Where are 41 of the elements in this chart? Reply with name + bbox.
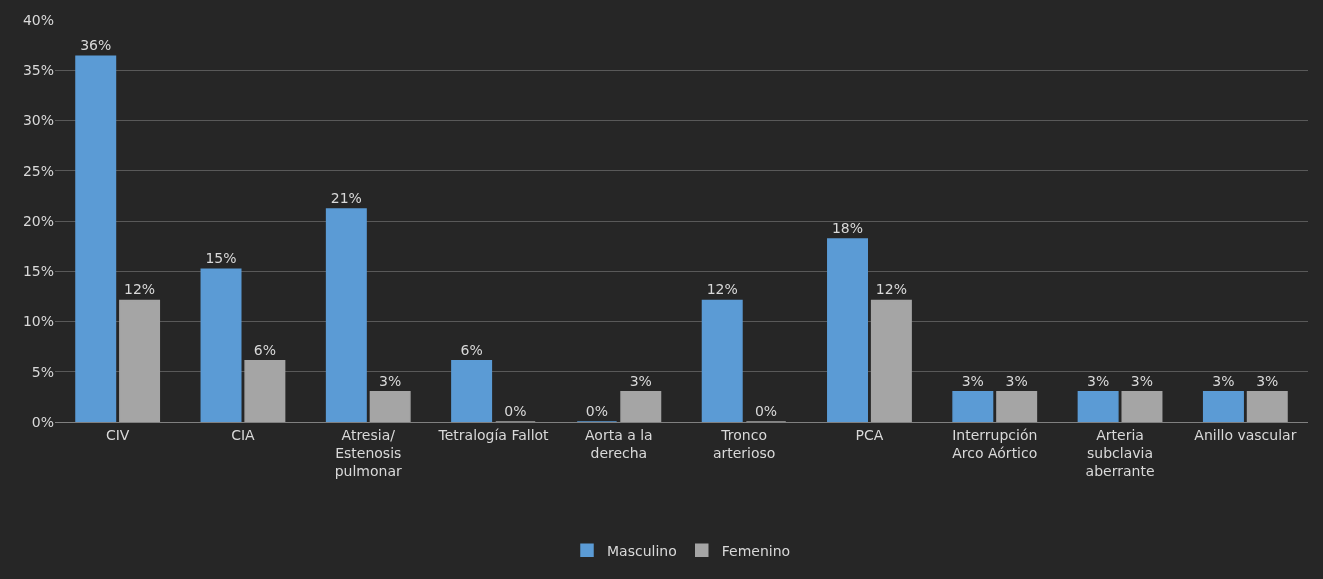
data-label: 0% bbox=[504, 403, 527, 419]
data-label: 6% bbox=[460, 341, 483, 358]
data-label: 12% bbox=[124, 281, 156, 298]
x-tick-label: CIV bbox=[105, 426, 130, 443]
y-tick-label: 40% bbox=[22, 11, 54, 28]
y-tick-label: 10% bbox=[22, 313, 54, 330]
data-label: 18% bbox=[831, 220, 864, 237]
data-label: 36% bbox=[80, 37, 112, 54]
data-label: 3% bbox=[379, 372, 402, 389]
data-label: 3% bbox=[1005, 372, 1028, 389]
x-tick-label: Tronco arterioso bbox=[712, 426, 776, 461]
data-label: 12% bbox=[875, 281, 907, 298]
data-label: 3% bbox=[961, 372, 984, 389]
data-label: 3% bbox=[1130, 372, 1154, 389]
x-tick-label: Tetralogía Fallot bbox=[437, 426, 550, 443]
data-label: 21% bbox=[330, 189, 362, 206]
y-tick-label: 35% bbox=[22, 62, 54, 79]
y-tick-label: 25% bbox=[22, 162, 54, 179]
data-label: 12% bbox=[706, 281, 738, 298]
y-tick-label: 15% bbox=[22, 263, 54, 280]
legend-label: Masculino bbox=[607, 542, 677, 559]
x-tick-label: Aorta a la derecha bbox=[585, 426, 653, 461]
legend-label: Femenino bbox=[721, 542, 791, 559]
x-tick-label: Anillo vascular bbox=[1194, 426, 1297, 443]
x-tick-label: PCA bbox=[855, 426, 884, 443]
data-label: 3% bbox=[1212, 372, 1235, 389]
x-tick-label: Atresia/ Estenosis pulmonar bbox=[334, 426, 403, 480]
x-tick-label: Arteria subclavia aberrante bbox=[1085, 426, 1155, 480]
y-tick-label: 0% bbox=[31, 413, 54, 430]
x-tick-label: CIA bbox=[231, 426, 256, 443]
data-label: 6% bbox=[253, 341, 276, 358]
data-label: 15% bbox=[205, 250, 237, 267]
y-tick-label: 5% bbox=[31, 363, 54, 380]
data-label: 3% bbox=[1256, 372, 1279, 389]
data-label: 0% bbox=[754, 403, 778, 419]
y-tick-label: 30% bbox=[22, 112, 54, 129]
y-tick-label: 20% bbox=[22, 212, 54, 229]
data-label: 3% bbox=[629, 372, 652, 389]
data-label: 0% bbox=[585, 403, 609, 419]
x-tick-label: Interrupción Arco Aórtico bbox=[952, 426, 1038, 461]
data-label: 3% bbox=[1087, 372, 1110, 389]
